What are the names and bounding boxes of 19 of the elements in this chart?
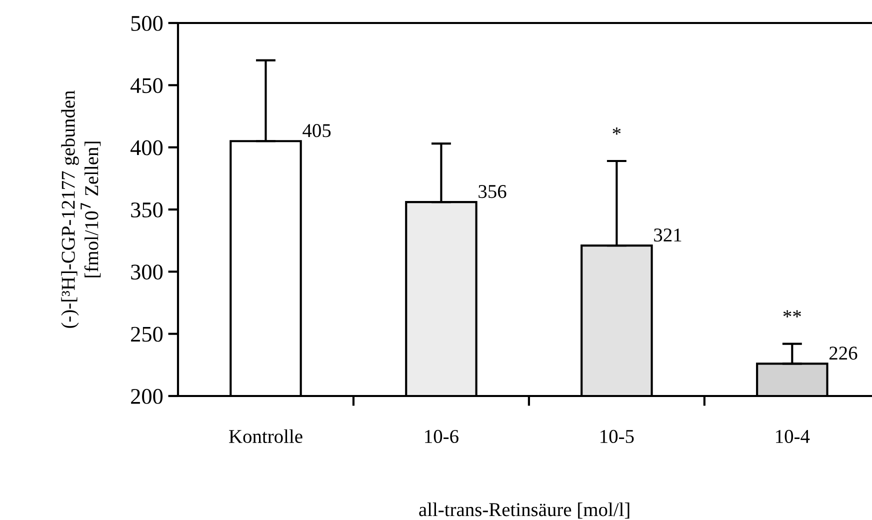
y-tick-label: 450 xyxy=(130,78,163,94)
y-tick-label: 250 xyxy=(131,326,163,342)
data-label: 226 xyxy=(830,346,858,360)
data-label: 321 xyxy=(654,228,682,242)
y-tick-label: 400 xyxy=(130,140,163,156)
x-tick-label: Kontrolle xyxy=(229,429,302,444)
annotation: * xyxy=(612,127,621,135)
data-label: 405 xyxy=(302,124,331,138)
y-tick-label: 350 xyxy=(131,202,163,218)
y-tick-label: 300 xyxy=(131,264,163,280)
data-label: 356 xyxy=(478,185,506,198)
x-tick-label: 10-4 xyxy=(776,430,810,444)
x-tick-label: 10-6 xyxy=(425,430,458,444)
y-axis-title: (-)-[³H]-CGP-12177 gebunden [fmol/10$^{7}$ Zellen] xyxy=(61,90,101,328)
x-tick-label: 10-5 xyxy=(600,430,634,444)
y-tick-label: 500 xyxy=(131,16,163,31)
annotation: ** xyxy=(783,310,801,318)
x-axis-title: all-trans-Retinsäure [mol/l] xyxy=(419,502,630,519)
y-tick-label: 200 xyxy=(131,388,163,404)
